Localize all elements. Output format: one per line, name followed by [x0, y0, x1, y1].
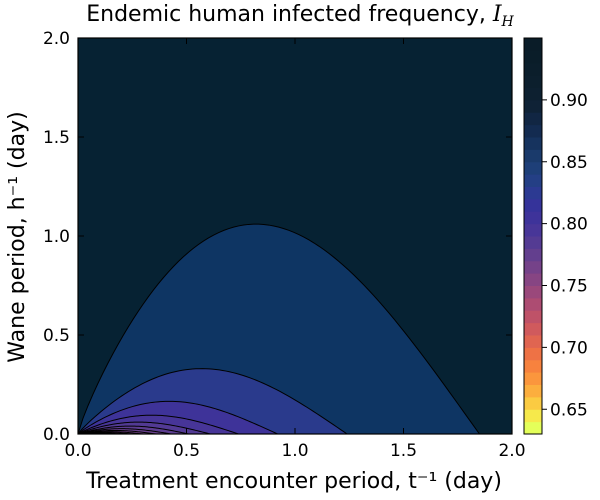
- colorbar-band: [524, 359, 542, 373]
- colorbar-band: [524, 149, 542, 163]
- colorbar-band: [524, 198, 542, 212]
- y-tick-label: 1.0: [43, 227, 70, 247]
- colorbar-band: [524, 124, 542, 138]
- colorbar-band: [524, 236, 542, 249]
- colorbar-band: [524, 75, 542, 88]
- colorbar-band: [524, 396, 542, 410]
- contour-line: [77, 368, 348, 435]
- colorbar-band: [524, 347, 542, 361]
- colorbar-band: [524, 285, 542, 299]
- colorbar: 0.65 0.70 0.75 0.80 0.85 0.90: [523, 37, 588, 435]
- colorbar-band: [524, 273, 542, 286]
- y-axis-label: Wane period, h⁻¹ (day): [5, 111, 30, 362]
- x-axis-label: Treatment encounter period, t⁻¹ (day): [85, 469, 502, 494]
- colorbar-band: [524, 137, 542, 150]
- colorbar-band: [524, 248, 542, 262]
- colorbar-tick-label: 0.70: [550, 338, 588, 358]
- colorbar-band: [524, 62, 542, 76]
- colorbar-band: [524, 87, 542, 101]
- contour-line: [77, 421, 211, 435]
- colorbar-band: [524, 99, 542, 113]
- colorbar-band: [524, 50, 542, 64]
- colorbar-tick-label: 0.65: [550, 400, 588, 420]
- contour-line: [77, 400, 278, 435]
- x-tick-label: 0.5: [173, 441, 200, 461]
- contour-line: [77, 428, 172, 435]
- colorbar-band: [524, 38, 542, 51]
- colorbar-band: [524, 186, 542, 200]
- colorbar-band: [524, 260, 542, 274]
- colorbar-band: [524, 223, 542, 237]
- colorbar-band: [524, 161, 542, 175]
- colorbar-band: [524, 372, 542, 385]
- y-tick-label: 0.5: [43, 326, 70, 346]
- y-axis: 0.0 0.5 1.0 1.5 2.0: [43, 29, 512, 445]
- colorbar-band: [524, 112, 542, 126]
- x-axis: 0.0 0.5 1.0 1.5 2.0: [64, 38, 526, 461]
- x-tick-label: 2.0: [498, 441, 525, 461]
- colorbar-band: [524, 297, 542, 311]
- colorbar-tick-label: 0.85: [550, 153, 588, 173]
- colorbar-band: [524, 335, 542, 348]
- colorbar-band: [524, 310, 542, 324]
- y-tick-label: 0.0: [43, 425, 70, 445]
- plot-area: [77, 37, 513, 435]
- colorbar-frame: [523, 37, 543, 435]
- contour-line: [77, 414, 239, 435]
- colorbar-band: [524, 211, 542, 225]
- x-tick-label: 0.0: [64, 441, 91, 461]
- colorbar-band: [524, 409, 542, 423]
- x-tick-label: 1.0: [281, 441, 308, 461]
- colorbar-tick-label: 0.75: [550, 277, 588, 297]
- colorbar-band: [524, 322, 542, 336]
- chart-title: Endemic human infected frequency, IH: [86, 2, 514, 30]
- contour-line: [77, 223, 480, 435]
- colorbar-tick-label: 0.90: [550, 91, 588, 111]
- x-tick-label: 1.5: [390, 441, 417, 461]
- colorbar-band: [524, 384, 542, 398]
- colorbar-band: [524, 421, 542, 435]
- y-tick-label: 1.5: [43, 128, 70, 148]
- contour-line: [77, 425, 189, 435]
- colorbar-band: [524, 174, 542, 187]
- y-tick-label: 2.0: [43, 29, 70, 49]
- colorbar-tick-label: 0.80: [550, 215, 588, 235]
